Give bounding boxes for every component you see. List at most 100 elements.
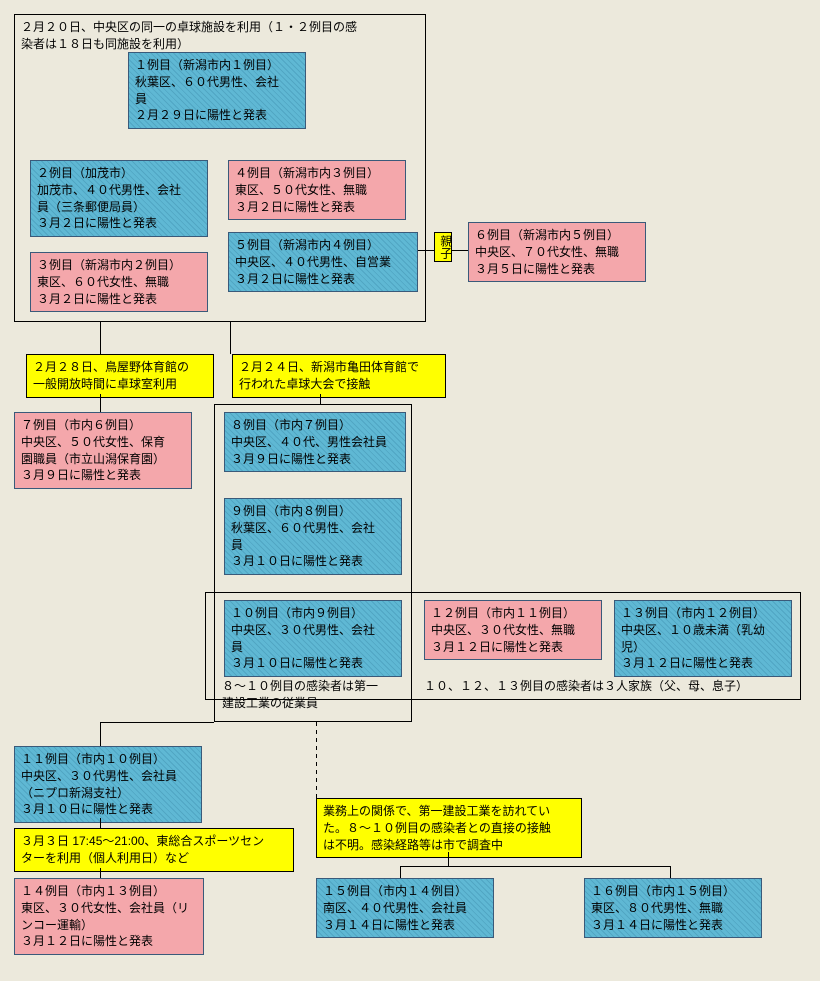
case-7: ７例目（市内６例目） 中央区、５０代女性、保育 園職員（市立山潟保育園） ３月９… bbox=[14, 412, 192, 489]
case3-l2: 東区、６０代女性、無職 bbox=[37, 274, 201, 291]
case2-l3: 員（三条郵便局員） bbox=[37, 199, 201, 216]
note7-l2: 一般開放時間に卓球室利用 bbox=[33, 376, 207, 393]
case3-l3: ３月２日に陽性と発表 bbox=[37, 291, 201, 308]
case8-l2: 中央区、４０代、男性会社員 bbox=[231, 434, 399, 451]
case2-l4: ３月２日に陽性と発表 bbox=[37, 215, 201, 232]
case-5: ５例目（新潟市内４例目） 中央区、４０代男性、自営業 ３月２日に陽性と発表 bbox=[228, 232, 418, 292]
case2-l1: ２例目（加茂市） bbox=[37, 165, 201, 182]
rel56: 親子 bbox=[437, 235, 454, 259]
case1-l1: １例目（新潟市内１例目） bbox=[135, 57, 299, 74]
case15-l1: １５例目（市内１４例目） bbox=[323, 883, 487, 900]
note-11: ３月３日 17:45～21:00、東総合スポーツセン ターを利用（個人利用日）な… bbox=[14, 828, 294, 872]
case-11: １１例目（市内１０例目） 中央区、３０代男性、会社員 （ニプロ新潟支社） ３月１… bbox=[14, 746, 202, 823]
frame1-title-l2: 染者は１８日も同施設を利用） bbox=[21, 36, 419, 53]
case-3: ３例目（新潟市内２例目） 東区、６０代女性、無職 ３月２日に陽性と発表 bbox=[30, 252, 208, 312]
case14-l1: １４例目（市内１３例目） bbox=[21, 883, 197, 900]
note8-l2: 行われた卓球大会で接触 bbox=[239, 376, 439, 393]
conn-f1-down-right bbox=[230, 322, 231, 354]
note11-l1: ３月３日 17:45～21:00、東総合スポーツセン bbox=[21, 833, 287, 850]
case-8: ８例目（市内７例目） 中央区、４０代、男性会社員 ３月９日に陽性と発表 bbox=[224, 412, 406, 472]
case6-l2: 中央区、７０代女性、無職 bbox=[475, 244, 639, 261]
case-12: １２例目（市内１１例目） 中央区、３０代女性、無職 ３月１２日に陽性と発表 bbox=[424, 600, 602, 660]
conn-h-c15 bbox=[400, 866, 401, 878]
case-6: ６例目（新潟市内５例目） 中央区、７０代女性、無職 ３月５日に陽性と発表 bbox=[468, 222, 646, 282]
case9-l2: 秋葉区、６０代男性、会社 bbox=[231, 520, 395, 537]
case-15: １５例目（市内１４例目） 南区、４０代男性、会社員 ３月１４日に陽性と発表 bbox=[316, 878, 494, 938]
case7-l2: 中央区、５０代女性、保育 bbox=[21, 434, 185, 451]
conn-n1516-down bbox=[448, 852, 449, 866]
case5-l3: ３月２日に陽性と発表 bbox=[235, 271, 411, 288]
case8-l3: ３月９日に陽性と発表 bbox=[231, 451, 399, 468]
case12-l3: ３月１２日に陽性と発表 bbox=[431, 639, 595, 656]
conn-n11-c14 bbox=[100, 868, 101, 878]
case3-l1: ３例目（新潟市内２例目） bbox=[37, 257, 201, 274]
case11-l4: ３月１０日に陽性と発表 bbox=[21, 801, 195, 818]
note1516-l3: は不明。感染経路等は市で調査中 bbox=[323, 837, 575, 854]
case16-l2: 東区、８０代男性、無職 bbox=[591, 900, 755, 917]
note1516-l2: た。８～１０例目の感染者との直接の接触 bbox=[323, 820, 575, 837]
caption-1013: １０、１２、１３例目の感染者は３人家族（父、母、息子） bbox=[424, 678, 748, 695]
conn-f2-c11-h bbox=[100, 722, 214, 723]
case7-l4: ３月９日に陽性と発表 bbox=[21, 467, 185, 484]
case16-l1: １６例目（市内１５例目） bbox=[591, 883, 755, 900]
case1-l2: 秋葉区、６０代男性、会社 bbox=[135, 74, 299, 91]
caption-810: ８～１０例目の感染者は第一 建設工業の従業員 bbox=[222, 678, 408, 712]
conn-5-rel bbox=[418, 250, 434, 251]
case9-l3: 員 bbox=[231, 537, 395, 554]
case13-l1: １３例目（市内１２例目） bbox=[621, 605, 785, 622]
conn-rel-6 bbox=[452, 250, 468, 251]
note11-l2: ターを利用（個人利用日）など bbox=[21, 850, 287, 867]
case12-l2: 中央区、３０代女性、無職 bbox=[431, 622, 595, 639]
cap1013: １０、１２、１３例目の感染者は３人家族（父、母、息子） bbox=[424, 679, 748, 693]
case12-l1: １２例目（市内１１例目） bbox=[431, 605, 595, 622]
conn-f1-down-left bbox=[100, 322, 101, 354]
case9-l4: ３月１０日に陽性と発表 bbox=[231, 553, 395, 570]
case4-l2: 東区、５０代女性、無職 bbox=[235, 182, 399, 199]
cap810-l1: ８～１０例目の感染者は第一 bbox=[222, 678, 408, 695]
relation-5-6: 親子 bbox=[434, 232, 452, 262]
case5-l1: ５例目（新潟市内４例目） bbox=[235, 237, 411, 254]
conn-c11-n11 bbox=[100, 818, 101, 828]
case13-l3: 児） bbox=[621, 639, 785, 656]
note-1516: 業務上の関係で、第一建設工業を訪れてい た。８～１０例目の感染者との直接の接触 … bbox=[316, 798, 582, 858]
case2-l2: 加茂市、４０代男性、会社 bbox=[37, 182, 201, 199]
conn-f2-n1516-dash bbox=[316, 722, 317, 798]
case5-l2: 中央区、４０代男性、自営業 bbox=[235, 254, 411, 271]
case-2: ２例目（加茂市） 加茂市、４０代男性、会社 員（三条郵便局員） ３月２日に陽性と… bbox=[30, 160, 208, 237]
note7-l1: ２月２８日、鳥屋野体育館の bbox=[33, 359, 207, 376]
case7-l3: 園職員（市立山潟保育園） bbox=[21, 451, 185, 468]
note8-l1: ２月２４日、新潟市亀田体育館で bbox=[239, 359, 439, 376]
note-8: ２月２４日、新潟市亀田体育館で 行われた卓球大会で接触 bbox=[232, 354, 446, 398]
case-16: １６例目（市内１５例目） 東区、８０代男性、無職 ３月１４日に陽性と発表 bbox=[584, 878, 762, 938]
case1-l3: 員 bbox=[135, 91, 299, 108]
case14-l4: ３月１２日に陽性と発表 bbox=[21, 933, 197, 950]
case13-l2: 中央区、１０歳未満（乳幼 bbox=[621, 622, 785, 639]
case-4: ４例目（新潟市内３例目） 東区、５０代女性、無職 ３月２日に陽性と発表 bbox=[228, 160, 406, 220]
case16-l3: ３月１４日に陽性と発表 bbox=[591, 917, 755, 934]
case6-l3: ３月５日に陽性と発表 bbox=[475, 261, 639, 278]
case-14: １４例目（市内１３例目） 東区、３０代女性、会社員（リ ンコー運輸） ３月１２日… bbox=[14, 878, 204, 955]
cap810-l2: 建設工業の従業員 bbox=[222, 695, 408, 712]
case-1: １例目（新潟市内１例目） 秋葉区、６０代男性、会社 員 ２月２９日に陽性と発表 bbox=[128, 52, 306, 129]
case14-l3: ンコー運輸） bbox=[21, 917, 197, 934]
conn-n1516-h bbox=[400, 866, 670, 867]
case11-l2: 中央区、３０代男性、会社員 bbox=[21, 768, 195, 785]
case11-l3: （ニプロ新潟支社） bbox=[21, 785, 195, 802]
conn-n8-f2 bbox=[320, 394, 321, 404]
case4-l3: ３月２日に陽性と発表 bbox=[235, 199, 399, 216]
case9-l1: ９例目（市内８例目） bbox=[231, 503, 395, 520]
case15-l2: 南区、４０代男性、会社員 bbox=[323, 900, 487, 917]
note1516-l1: 業務上の関係で、第一建設工業を訪れてい bbox=[323, 803, 575, 820]
case-13: １３例目（市内１２例目） 中央区、１０歳未満（乳幼 児） ３月１２日に陽性と発表 bbox=[614, 600, 792, 677]
conn-f2-c11 bbox=[100, 722, 101, 746]
conn-n7-c7 bbox=[100, 394, 101, 412]
frame1-title-l1: ２月２０日、中央区の同一の卓球施設を利用（１・２例目の感 bbox=[21, 19, 419, 36]
case7-l1: ７例目（市内６例目） bbox=[21, 417, 185, 434]
case1-l4: ２月２９日に陽性と発表 bbox=[135, 107, 299, 124]
case-9: ９例目（市内８例目） 秋葉区、６０代男性、会社 員 ３月１０日に陽性と発表 bbox=[224, 498, 402, 575]
case14-l2: 東区、３０代女性、会社員（リ bbox=[21, 900, 197, 917]
case4-l1: ４例目（新潟市内３例目） bbox=[235, 165, 399, 182]
case8-l1: ８例目（市内７例目） bbox=[231, 417, 399, 434]
case15-l3: ３月１４日に陽性と発表 bbox=[323, 917, 487, 934]
conn-h-c16 bbox=[670, 866, 671, 878]
